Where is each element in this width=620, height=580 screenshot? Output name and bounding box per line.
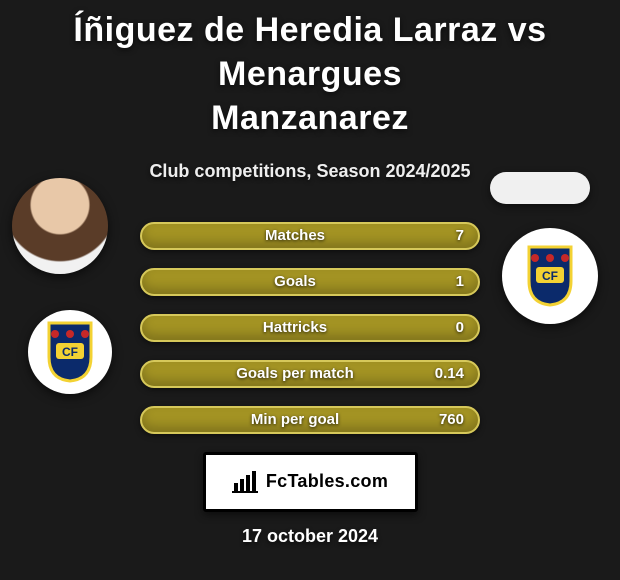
villarreal-shield-icon: CF	[41, 321, 99, 383]
stat-value: 7	[434, 227, 464, 244]
player-left-avatar	[12, 178, 108, 274]
stat-label: Matches	[156, 227, 434, 244]
brand-text: FcTables.com	[266, 471, 388, 492]
stat-value: 1	[434, 273, 464, 290]
stat-value: 0.14	[434, 365, 464, 382]
svg-text:CF: CF	[542, 269, 558, 283]
villarreal-shield-icon: CF	[521, 245, 579, 307]
title-line-2: Manzanarez	[211, 99, 409, 137]
date: 17 october 2024	[0, 526, 620, 547]
bar-chart-icon	[232, 471, 258, 493]
stat-value: 0	[434, 319, 464, 336]
stat-row: Goals 1	[140, 268, 480, 296]
stat-row: Matches 7	[140, 222, 480, 250]
stat-label: Hattricks	[156, 319, 434, 336]
stat-row: Min per goal 760	[140, 406, 480, 434]
player-left-club-badge: CF	[28, 310, 112, 394]
page-title: Íñiguez de Heredia Larraz vs Menargues M…	[0, 0, 620, 141]
stat-label: Goals per match	[156, 365, 434, 382]
stat-label: Goals	[156, 273, 434, 290]
stat-value: 760	[434, 411, 464, 428]
stat-label: Min per goal	[156, 411, 434, 428]
player-right-club-badge: CF	[502, 228, 598, 324]
title-line-1: Íñiguez de Heredia Larraz vs Menargues	[73, 11, 546, 93]
svg-text:CF: CF	[62, 345, 78, 359]
stat-row: Goals per match 0.14	[140, 360, 480, 388]
stat-row: Hattricks 0	[140, 314, 480, 342]
player-right-avatar	[490, 172, 590, 204]
brand-box: FcTables.com	[203, 452, 418, 512]
